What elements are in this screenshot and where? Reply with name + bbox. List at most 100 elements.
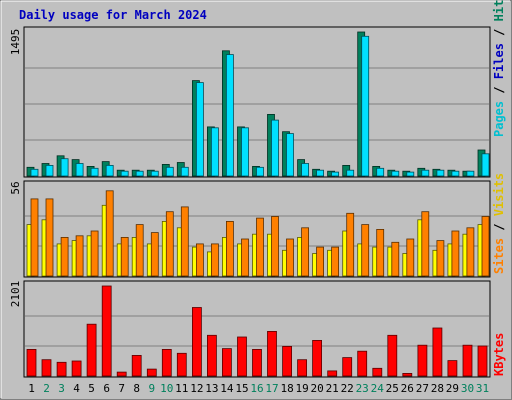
bar-sites-day-4 xyxy=(75,235,84,277)
bar-kbytes-day-14 xyxy=(221,348,232,377)
x-label-day-15: 15 xyxy=(235,382,248,395)
bar-kbytes-day-3 xyxy=(56,361,67,377)
bar-files-day-3 xyxy=(60,158,69,177)
bar-files-day-30 xyxy=(466,170,475,177)
bar-sites-day-24 xyxy=(376,228,385,277)
bars xyxy=(26,31,490,377)
bar-files-day-9 xyxy=(150,170,159,177)
bar-sites-day-31 xyxy=(481,216,490,277)
x-label-day-22: 22 xyxy=(341,382,354,395)
bar-files-day-20 xyxy=(316,169,325,177)
bar-sites-day-7 xyxy=(120,236,129,277)
bar-files-day-21 xyxy=(331,171,340,177)
bar-files-day-22 xyxy=(346,169,355,177)
x-label-day-14: 14 xyxy=(220,382,234,395)
bar-sites-day-25 xyxy=(391,241,400,277)
bar-kbytes-day-4 xyxy=(71,360,82,377)
legend-sep-3: / xyxy=(492,216,506,238)
legend-hits: Hits xyxy=(492,0,506,21)
bar-sites-day-3 xyxy=(60,236,69,277)
bar-files-day-15 xyxy=(241,127,249,177)
bar-kbytes-day-26 xyxy=(402,372,413,377)
bar-files-day-16 xyxy=(256,166,264,177)
x-label-day-5: 5 xyxy=(88,382,95,395)
bar-sites-day-14 xyxy=(225,220,234,277)
bar-sites-day-22 xyxy=(346,212,355,277)
legend-sites: Sites xyxy=(492,238,506,274)
y-max-label-kbytes: 2101 xyxy=(9,281,22,308)
bar-files-day-4 xyxy=(75,163,84,177)
bar-kbytes-day-9 xyxy=(146,368,157,377)
x-label-day-6: 6 xyxy=(103,382,110,395)
bar-files-day-18 xyxy=(286,133,294,177)
x-label-day-27: 27 xyxy=(416,382,429,395)
chart-title: Daily usage for March 2024 xyxy=(19,8,207,22)
bar-files-day-14 xyxy=(225,54,234,177)
y-max-label-visits: 56 xyxy=(9,181,22,194)
bar-files-day-8 xyxy=(135,170,144,177)
bar-files-day-17 xyxy=(271,119,279,177)
bar-sites-day-19 xyxy=(301,227,310,277)
bar-sites-day-9 xyxy=(150,232,159,277)
bar-sites-day-5 xyxy=(90,230,99,277)
bar-sites-day-28 xyxy=(436,240,445,277)
bar-files-day-24 xyxy=(376,167,385,177)
bar-files-day-25 xyxy=(391,170,400,177)
x-label-day-8: 8 xyxy=(133,382,140,395)
bar-sites-day-18 xyxy=(286,238,294,277)
bar-kbytes-day-1 xyxy=(26,348,37,377)
x-label-day-7: 7 xyxy=(118,382,125,395)
x-label-day-25: 25 xyxy=(386,382,399,395)
bar-kbytes-day-24 xyxy=(372,367,383,377)
bar-files-day-23 xyxy=(361,35,370,177)
x-label-day-16: 16 xyxy=(250,382,263,395)
panel-hits xyxy=(23,26,491,178)
bar-kbytes-day-15 xyxy=(237,336,247,377)
legend-visits-panel: Sites / Visits xyxy=(492,173,506,274)
bar-sites-day-20 xyxy=(316,246,325,277)
legend-kbytes: KBytes xyxy=(492,333,506,376)
bar-files-day-19 xyxy=(301,163,310,177)
bar-kbytes-day-27 xyxy=(417,344,428,377)
x-label-day-12: 12 xyxy=(190,382,203,395)
bar-kbytes-day-23 xyxy=(357,350,368,377)
bar-sites-day-12 xyxy=(195,243,204,277)
bar-sites-day-30 xyxy=(466,227,475,277)
bar-kbytes-day-31 xyxy=(477,345,488,377)
legend-visits: Visits xyxy=(492,173,506,216)
bar-kbytes-day-11 xyxy=(176,352,187,377)
bar-sites-day-27 xyxy=(421,211,430,277)
legend-pages: Pages xyxy=(492,101,506,137)
x-label-day-26: 26 xyxy=(401,382,414,395)
x-label-day-19: 19 xyxy=(295,382,308,395)
bar-files-day-11 xyxy=(180,166,189,177)
bar-sites-day-15 xyxy=(241,238,249,277)
bar-kbytes-day-22 xyxy=(342,357,353,377)
bar-sites-day-10 xyxy=(165,211,174,277)
bar-kbytes-day-12 xyxy=(191,307,202,377)
legend-sep-1: / xyxy=(492,79,506,101)
bar-kbytes-day-30 xyxy=(462,344,473,377)
legend-files: Files xyxy=(492,43,506,79)
x-label-day-13: 13 xyxy=(205,382,218,395)
bar-files-day-10 xyxy=(165,166,174,177)
y-max-label-hits: 1495 xyxy=(9,29,22,56)
x-label-day-31: 31 xyxy=(476,382,489,395)
bar-kbytes-day-16 xyxy=(252,348,262,377)
x-label-day-9: 9 xyxy=(148,382,155,395)
bar-kbytes-day-13 xyxy=(206,334,217,377)
bar-sites-day-26 xyxy=(406,238,415,277)
bar-kbytes-day-21 xyxy=(327,370,338,377)
x-axis-labels: 1 2 3 4 5 6 7 8 9 10 11 12 13 14 15 16 17 18 19 20 21 22 23 24 2… xyxy=(28,382,489,395)
bar-files-day-29 xyxy=(451,170,460,177)
bar-kbytes-day-17 xyxy=(267,330,277,377)
bar-files-day-13 xyxy=(210,127,219,177)
bar-sites-day-13 xyxy=(210,243,219,277)
x-label-day-24: 24 xyxy=(371,382,385,395)
bar-sites-day-23 xyxy=(361,224,370,277)
bar-sites-day-1 xyxy=(30,198,39,277)
bar-kbytes-day-25 xyxy=(387,334,398,377)
bar-files-day-1 xyxy=(30,168,39,177)
bar-files-day-12 xyxy=(195,82,204,177)
x-label-day-10: 10 xyxy=(160,382,173,395)
